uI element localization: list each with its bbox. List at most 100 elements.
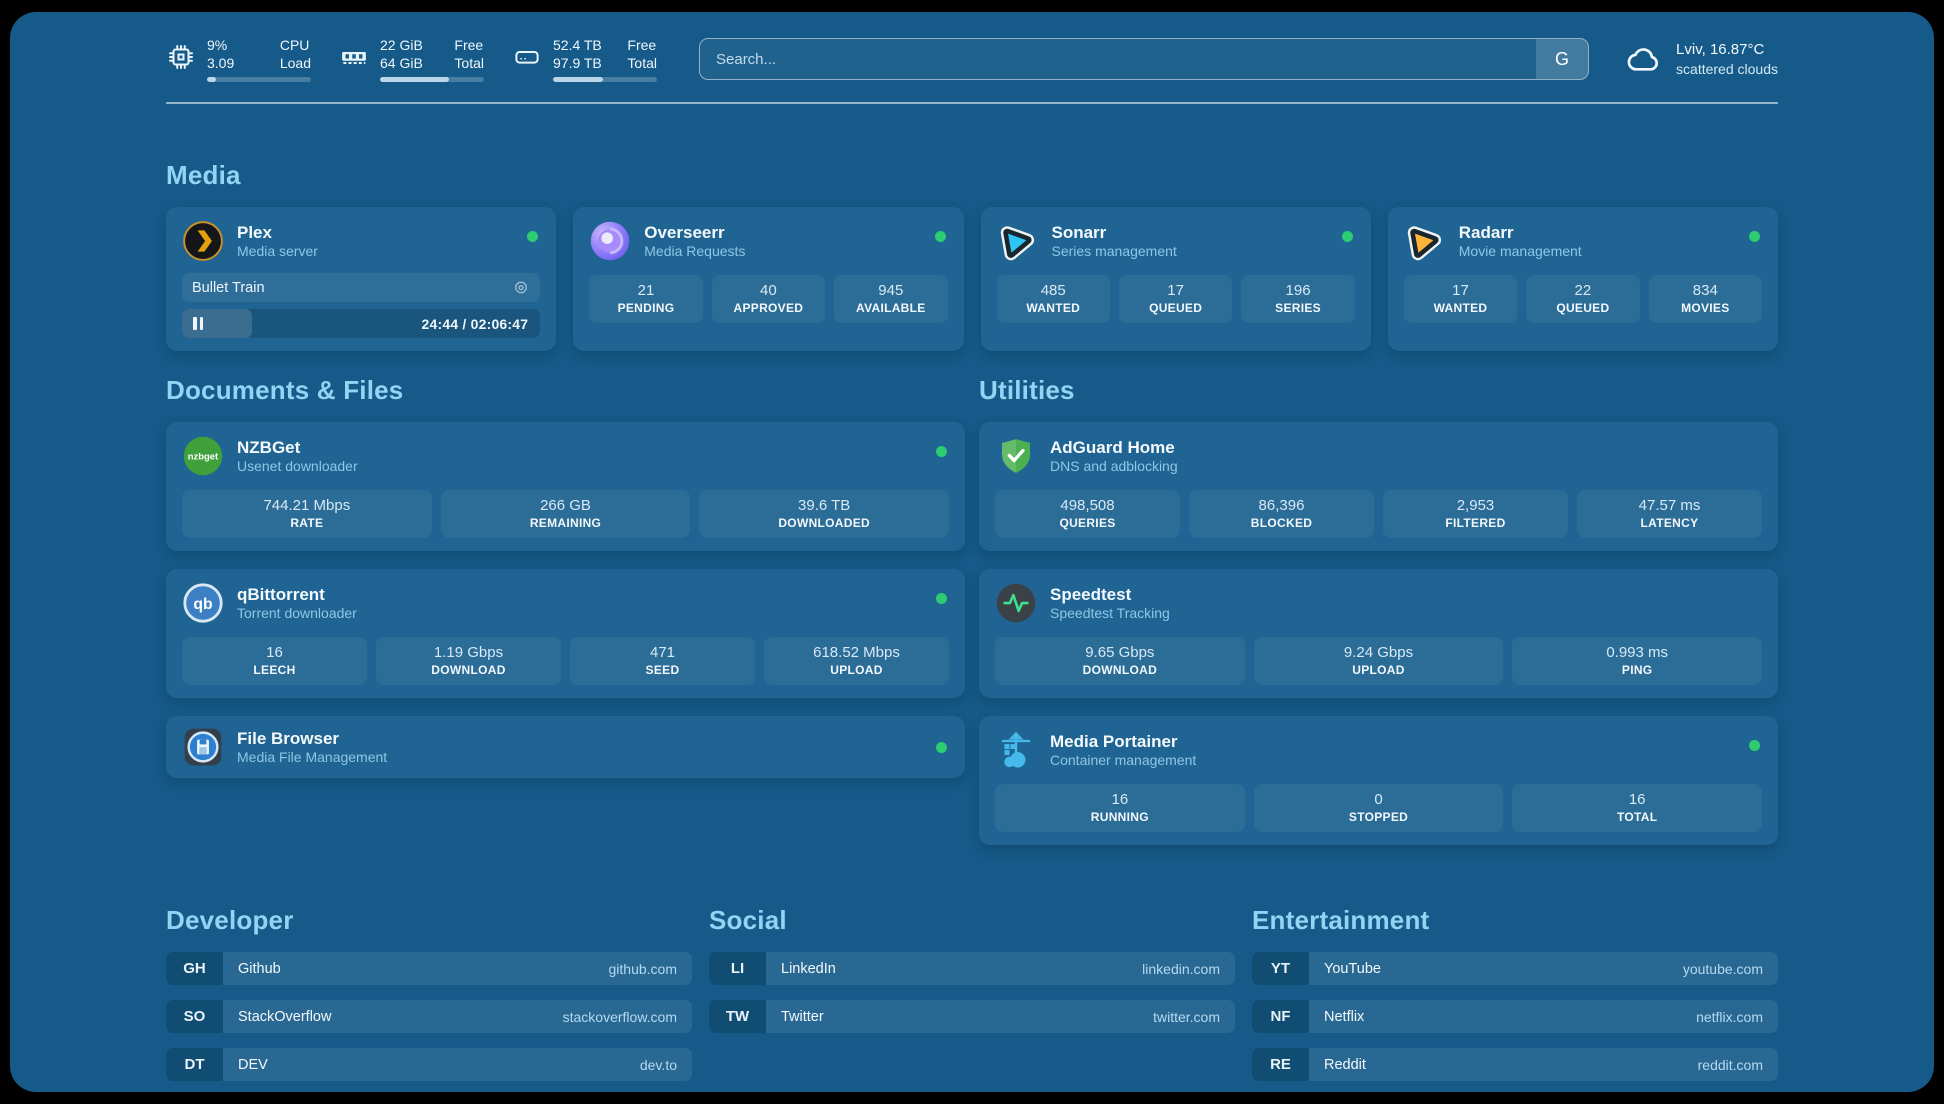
- link-stackoverflow[interactable]: SO StackOverflow stackoverflow.com: [166, 1000, 692, 1033]
- stat-pill: 0 STOPPED: [1253, 784, 1504, 832]
- stat-pill: 9.65 Gbps DOWNLOAD: [995, 637, 1245, 685]
- system-stats: 9% CPU 3.09 Load: [166, 36, 657, 82]
- app-card-radarr[interactable]: Radarr Movie management 17 WANTED 22 QUE…: [1387, 207, 1778, 351]
- search-bar: G: [699, 38, 1590, 80]
- stat-pill: 834 MOVIES: [1648, 275, 1763, 323]
- stat-pill: 9.24 Gbps UPLOAD: [1253, 637, 1504, 685]
- app-card-adguard[interactable]: AdGuard Home DNS and adblocking 498,508 …: [979, 422, 1778, 551]
- stat-pill: 618.52 Mbps UPLOAD: [764, 637, 949, 685]
- now-playing-title: Bullet Train: [192, 279, 265, 296]
- stat-label: PENDING: [617, 301, 675, 315]
- link-name: StackOverflow: [238, 1008, 332, 1025]
- app-desc: Media Requests: [644, 243, 746, 259]
- stat-label: DOWNLOAD: [431, 663, 506, 677]
- link-twitter[interactable]: TW Twitter twitter.com: [709, 1000, 1235, 1033]
- stat-label: STOPPED: [1348, 810, 1409, 824]
- weather-widget: Lviv, 16.87°C scattered clouds: [1625, 40, 1778, 78]
- status-dot-online: [1749, 740, 1760, 751]
- app-card-plex[interactable]: Plex Media server Bullet Train: [166, 207, 557, 351]
- stat-pill: 22 QUEUED: [1526, 275, 1640, 323]
- link-url: twitter.com: [1153, 1008, 1220, 1025]
- stat-value: 16: [1628, 791, 1646, 808]
- disk-free-label: Free: [627, 37, 657, 53]
- section-social: Social LI LinkedIn linkedin.com TW Twitt…: [709, 905, 1235, 1092]
- app-card-qbittorrent[interactable]: qb qBittorrent Torrent downloader 16: [166, 569, 965, 698]
- app-card-portainer[interactable]: Media Portainer Container management 16 …: [979, 716, 1778, 845]
- search-input[interactable]: [700, 39, 1537, 79]
- link-reddit[interactable]: RE Reddit reddit.com: [1252, 1048, 1778, 1081]
- link-netflix[interactable]: NF Netflix netflix.com: [1252, 1000, 1778, 1033]
- search-engine-button[interactable]: G: [1536, 39, 1589, 79]
- status-dot-online: [527, 231, 539, 242]
- stat-pill: 196 SERIES: [1241, 275, 1355, 323]
- stat-label: DOWNLOADED: [778, 516, 871, 530]
- stat-label: WANTED: [1026, 301, 1081, 315]
- stat-label: TOTAL: [1616, 810, 1658, 824]
- app-name: Media Portainer: [1050, 732, 1178, 751]
- section-documents: Documents & Files nzbget: [166, 375, 965, 845]
- stat-pill: 86,396 BLOCKED: [1189, 490, 1374, 538]
- app-card-overseerr[interactable]: Overseerr Media Requests 21 PENDING 40 A…: [573, 207, 964, 351]
- stat-value: 485: [1040, 282, 1066, 299]
- disk-total-label: Total: [627, 55, 657, 71]
- ram-progress-bar: [380, 77, 484, 82]
- stat-value: 618.52 Mbps: [813, 644, 900, 661]
- app-card-filebrowser[interactable]: File Browser Media File Management: [166, 716, 965, 778]
- stat-label: RATE: [290, 516, 324, 530]
- stat-label: PING: [1621, 663, 1653, 677]
- stat-value: 498,508: [1060, 497, 1115, 514]
- stat-pill: 16 LEECH: [182, 637, 367, 685]
- stat-value: 22: [1574, 282, 1592, 299]
- link-url: github.com: [608, 960, 677, 977]
- section-title-utilities: Utilities: [979, 375, 1075, 405]
- app-desc: Torrent downloader: [237, 605, 357, 621]
- link-name: Reddit: [1324, 1056, 1366, 1073]
- stat-value: 471: [649, 644, 676, 661]
- app-name: Sonarr: [1051, 223, 1107, 242]
- link-github[interactable]: GH Github github.com: [166, 952, 692, 985]
- stat-value: 9.65 Gbps: [1085, 644, 1155, 661]
- disk-progress-bar: [553, 77, 657, 82]
- stat-label: UPLOAD: [830, 663, 883, 677]
- status-dot-online: [1341, 231, 1353, 242]
- link-dev[interactable]: DT DEV dev.to: [166, 1048, 692, 1081]
- stat-label: DOWNLOAD: [1082, 663, 1158, 677]
- section-title-documents: Documents & Files: [166, 375, 404, 405]
- disk-stat: 52.4 TB Free 97.9 TB Total: [512, 36, 657, 82]
- svg-text:nzbget: nzbget: [188, 451, 219, 462]
- status-dot-online: [936, 742, 947, 753]
- link-url: netflix.com: [1696, 1008, 1763, 1025]
- app-card-speedtest[interactable]: Speedtest Speedtest Tracking 9.65 Gbps D…: [979, 569, 1778, 698]
- link-name: Twitter: [781, 1008, 824, 1025]
- cpu-load-value: 3.09: [207, 55, 235, 71]
- stat-pill: 0.993 ms PING: [1512, 637, 1763, 685]
- link-url: stackoverflow.com: [562, 1008, 677, 1025]
- stat-label: AVAILABLE: [856, 301, 926, 315]
- filebrowser-icon: [182, 726, 224, 768]
- app-card-sonarr[interactable]: Sonarr Series management 485 WANTED 17 Q…: [980, 207, 1371, 351]
- link-youtube[interactable]: YT YouTube youtube.com: [1252, 952, 1778, 985]
- pause-icon: [193, 317, 203, 330]
- stat-pill: 744.21 Mbps RATE: [182, 490, 432, 538]
- link-url: linkedin.com: [1142, 960, 1220, 977]
- app-desc: Usenet downloader: [237, 458, 358, 474]
- stat-pill: 17 QUEUED: [1118, 275, 1233, 323]
- section-title-media: Media: [166, 160, 241, 190]
- playback-time: 24:44 / 02:06:47: [421, 315, 529, 332]
- stat-pill: 17 WANTED: [1403, 275, 1518, 323]
- link-abbr: LI: [709, 952, 766, 985]
- status-dot-online: [936, 446, 947, 457]
- stat-value: 0: [1374, 791, 1383, 808]
- stat-value: 40: [760, 282, 777, 299]
- app-card-nzbget[interactable]: nzbget NZBGet Usenet downloader 744.: [166, 422, 965, 551]
- stat-label: APPROVED: [733, 301, 804, 315]
- playback-progress-bar: 24:44 / 02:06:47: [182, 309, 541, 338]
- cpu-usage-label: CPU: [279, 37, 310, 53]
- session-settings-icon[interactable]: [512, 279, 530, 297]
- stat-value: 2,953: [1456, 497, 1495, 514]
- link-linkedin[interactable]: LI LinkedIn linkedin.com: [709, 952, 1235, 985]
- stat-value: 21: [637, 282, 655, 299]
- stat-value: 1.19 Gbps: [433, 644, 504, 661]
- section-title-entertainment: Entertainment: [1252, 905, 1430, 935]
- stat-value: 17: [1452, 282, 1469, 299]
